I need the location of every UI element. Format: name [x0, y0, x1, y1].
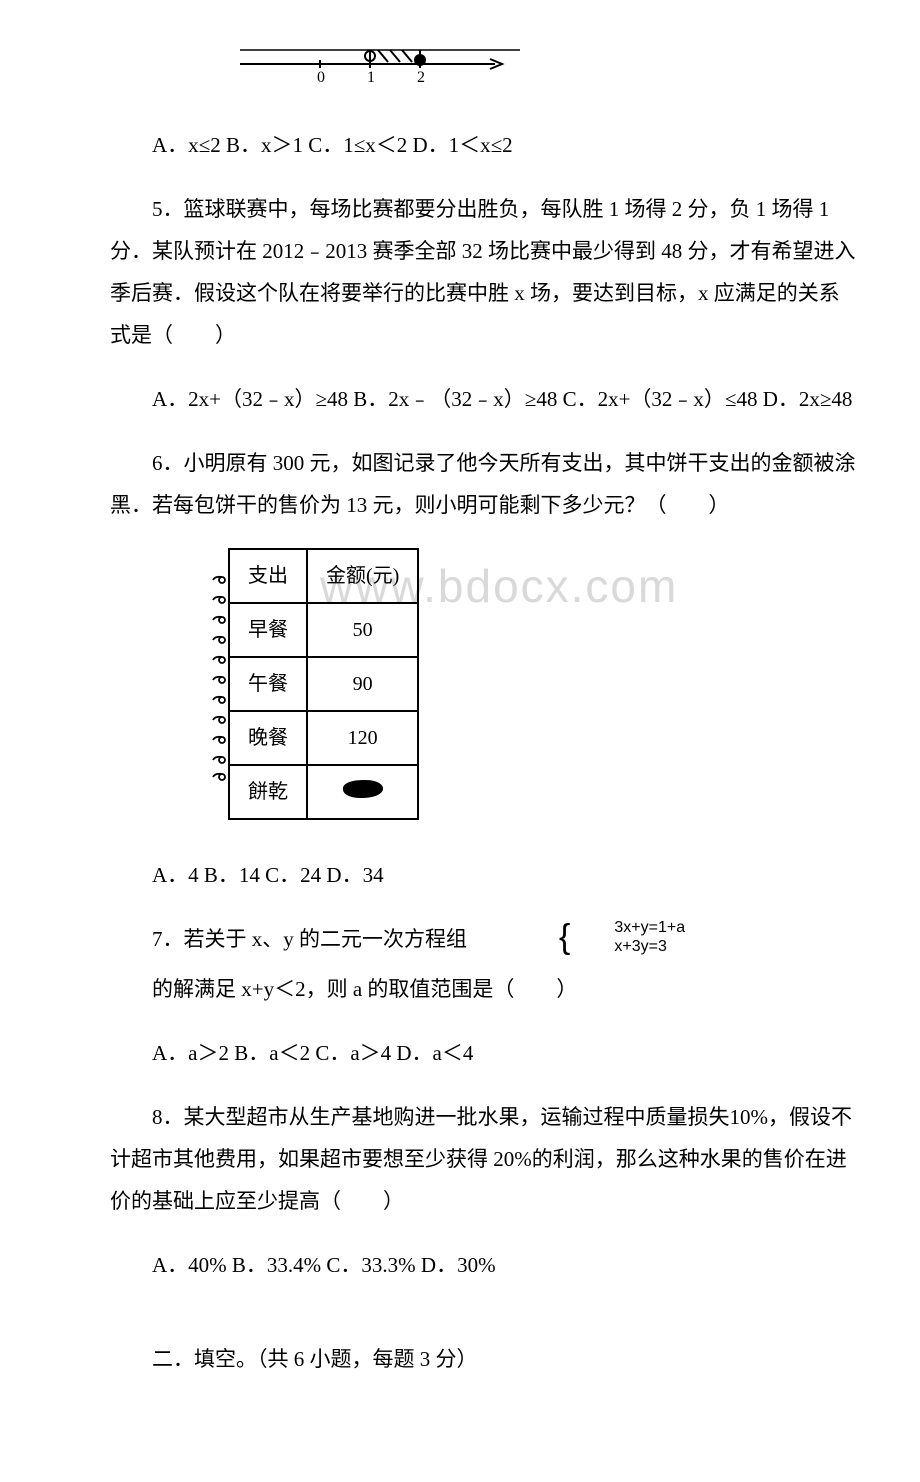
table-cell: 午餐 — [229, 657, 307, 711]
left-brace-icon: { — [517, 920, 570, 954]
ink-blob-icon — [342, 779, 383, 799]
q8-options: A．40% B．33.4% C．33.3% D．30% — [110, 1244, 860, 1286]
table-cell: 120 — [307, 711, 418, 765]
eq-line-1: 3x+y=1+a — [572, 918, 685, 937]
svg-text:2: 2 — [417, 69, 425, 86]
svg-text:1: 1 — [367, 69, 375, 86]
q4-options: A．x≤2 B．x＞1 C．1≤x＜2 D．1＜x≤2 — [110, 124, 860, 166]
table-header-amount: 金额(元) — [307, 549, 418, 603]
q7-text-line1: 7．若关于 x、y 的二元一次方程组 { 3x+y=1+a x+3y=3 — [110, 918, 860, 960]
svg-text:0: 0 — [317, 69, 325, 86]
table-cell: 餅乾 — [229, 765, 307, 819]
table-cell: 90 — [307, 657, 418, 711]
table-cell: 晚餐 — [229, 711, 307, 765]
table-cell: 50 — [307, 603, 418, 657]
q5-options: A．2x+（32﹣x）≥48 B．2x﹣（32﹣x）≥48 C．2x+（32﹣x… — [110, 378, 860, 420]
expense-table: 支出 金额(元) 早餐 50 午餐 90 晚餐 120 餅乾 — [210, 548, 419, 820]
table-header-expense: 支出 — [229, 549, 307, 603]
table-cell: 早餐 — [229, 603, 307, 657]
expense-table-container: www.bdocx.com — [210, 548, 860, 834]
q6-options: A．4 B．14 C．24 D．34 — [110, 854, 860, 896]
q7-text-line2: 的解满足 x+y＜2，则 a 的取值范围是（ ） — [110, 968, 860, 1010]
q5-text: 5．篮球联赛中，每场比赛都要分出胜负，每队胜 1 场得 2 分，负 1 场得 1… — [110, 188, 860, 356]
spiral-binding-icon — [210, 572, 228, 782]
q7-prefix: 7．若关于 x、y 的二元一次方程组 — [110, 918, 467, 960]
number-line-diagram: 0 1 2 — [240, 40, 520, 90]
q7-options: A．a＞2 B．a＜2 C．a＞4 D．a＜4 — [110, 1032, 860, 1074]
table-cell-blob — [307, 765, 418, 819]
eq-line-2: x+3y=3 — [572, 937, 685, 956]
q8-text: 8．某大型超市从生产基地购进一批水果，运输过程中质量损失10%，假设不计超市其他… — [110, 1096, 860, 1222]
q6-text: 6．小明原有 300 元，如图记录了他今天所有支出，其中饼干支出的金额被涂黑．若… — [110, 442, 860, 526]
equation-system: { 3x+y=1+a x+3y=3 — [475, 918, 685, 960]
section-2-title: 二．填空。（共 6 小题，每题 3 分） — [110, 1338, 860, 1380]
